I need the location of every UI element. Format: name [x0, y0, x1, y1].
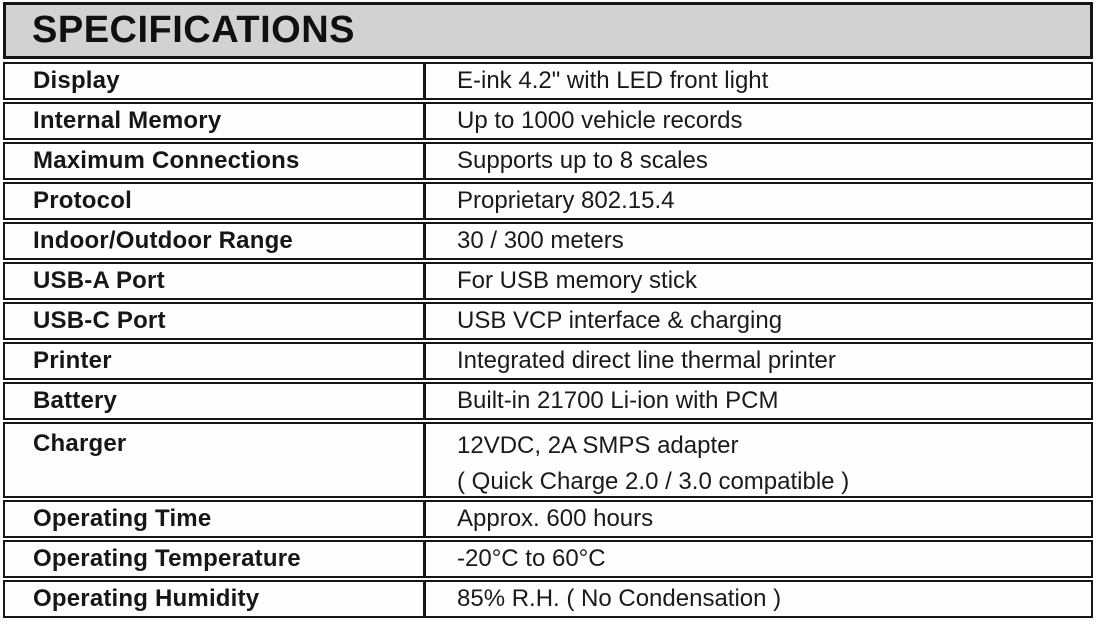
table-row-display: Display E-ink 4.2" with LED front light: [3, 62, 1093, 100]
spec-value: Integrated direct line thermal printer: [423, 344, 1091, 378]
spec-label: USB-A Port: [33, 267, 165, 294]
spec-label: Printer: [33, 347, 112, 374]
spec-label: Internal Memory: [33, 107, 222, 134]
table-row-battery: Battery Built-in 21700 Li-ion with PCM: [3, 382, 1093, 420]
spec-label: Indoor/Outdoor Range: [33, 227, 293, 254]
spec-value: Proprietary 802.15.4: [423, 184, 1091, 218]
spec-value: -20°C to 60°C: [423, 542, 1091, 576]
table-row-maximum-connections: Maximum Connections Supports up to 8 sca…: [3, 142, 1093, 180]
table-row-operating-time: Operating Time Approx. 600 hours: [3, 500, 1093, 538]
spec-value: 30 / 300 meters: [423, 224, 1091, 258]
spec-label: Protocol: [33, 187, 132, 214]
spec-value: For USB memory stick: [423, 264, 1091, 298]
table-row-operating-temperature: Operating Temperature -20°C to 60°C: [3, 540, 1093, 578]
table-row-internal-memory: Internal Memory Up to 1000 vehicle recor…: [3, 102, 1093, 140]
spec-label: Display: [33, 67, 120, 94]
table-row-charger: Charger 12VDC, 2A SMPS adapter ( Quick C…: [3, 422, 1093, 498]
table-row-operating-humidity: Operating Humidity 85% R.H. ( No Condens…: [3, 580, 1093, 618]
spec-value: E-ink 4.2" with LED front light: [423, 64, 1091, 98]
section-header: SPECIFICATIONS: [3, 2, 1093, 59]
specifications-table: Display E-ink 4.2" with LED front light …: [3, 62, 1093, 618]
spec-value: Up to 1000 vehicle records: [423, 104, 1091, 138]
table-row-usb-a-port: USB-A Port For USB memory stick: [3, 262, 1093, 300]
spec-value: 85% R.H. ( No Condensation ): [423, 582, 1091, 616]
table-row-usb-c-port: USB-C Port USB VCP interface & charging: [3, 302, 1093, 340]
spec-label: Operating Time: [33, 505, 212, 532]
spec-value: Supports up to 8 scales: [423, 144, 1091, 178]
spec-value-line-1: 12VDC, 2A SMPS adapter: [457, 432, 739, 459]
spec-label: Maximum Connections: [33, 147, 300, 174]
page-title: SPECIFICATIONS: [32, 9, 355, 51]
spec-label: Operating Humidity: [33, 585, 260, 612]
spec-label: Charger: [33, 430, 127, 457]
table-row-printer: Printer Integrated direct line thermal p…: [3, 342, 1093, 380]
spec-value: 12VDC, 2A SMPS adapter ( Quick Charge 2.…: [423, 424, 1091, 496]
table-row-indoor-outdoor-range: Indoor/Outdoor Range 30 / 300 meters: [3, 222, 1093, 260]
spec-value: Approx. 600 hours: [423, 502, 1091, 536]
spec-value: Built-in 21700 Li-ion with PCM: [423, 384, 1091, 418]
spec-value-line-2: ( Quick Charge 2.0 / 3.0 compatible ): [457, 468, 850, 495]
spec-label: USB-C Port: [33, 307, 166, 334]
table-row-protocol: Protocol Proprietary 802.15.4: [3, 182, 1093, 220]
spec-label: Battery: [33, 387, 118, 414]
spec-label: Operating Temperature: [33, 545, 301, 572]
spec-value: USB VCP interface & charging: [423, 304, 1091, 338]
